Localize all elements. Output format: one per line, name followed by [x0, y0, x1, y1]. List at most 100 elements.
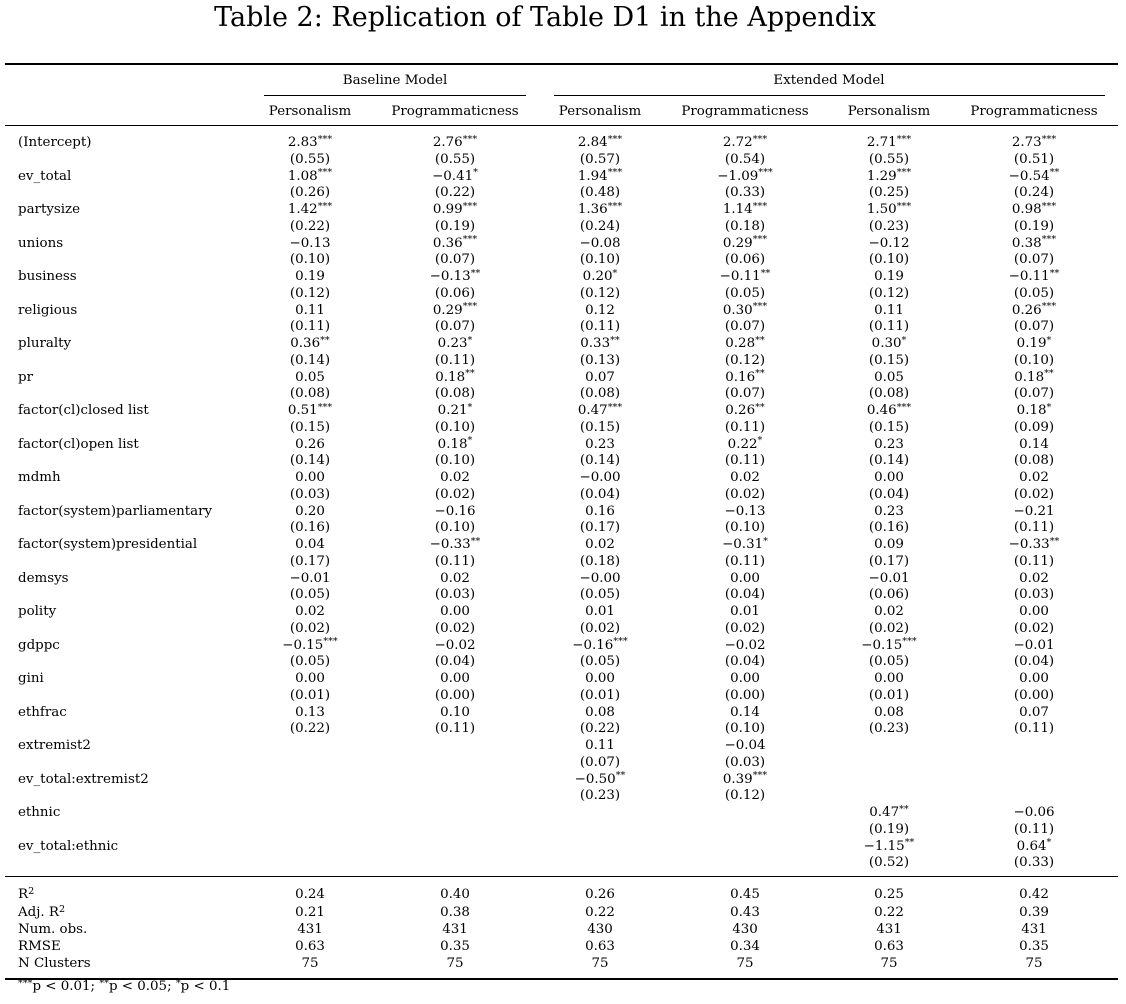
coefficient-value: 0.00: [730, 671, 760, 686]
stat-label: R2: [18, 886, 34, 904]
coefficient-value: 1.42: [287, 202, 318, 217]
row-label: (Intercept): [18, 135, 92, 150]
coefficient-value: 0.47: [869, 805, 900, 820]
coefficient-value: 2.73: [1011, 135, 1042, 150]
standard-error-cell: (0.16): [289, 520, 331, 535]
coefficient-cell: −0.31*: [722, 535, 768, 554]
significance-stars: ***: [462, 234, 478, 246]
standard-error-cell: (0.08): [579, 386, 621, 401]
coefficient-cell: 0.18*: [1017, 402, 1052, 420]
stat-value-cell: 0.35: [440, 939, 470, 954]
standard-error-cell: (0.10): [579, 252, 621, 267]
significance-stars: *: [467, 334, 473, 346]
column-header-1: Personalism: [268, 104, 352, 119]
standard-error-cell: (0.24): [1013, 185, 1055, 200]
standard-error-cell: (0.17): [289, 553, 331, 569]
standard-error-cell: (0.17): [579, 520, 621, 535]
standard-error-cell: (0.11): [724, 419, 766, 435]
coefficient-cell: 0.00: [874, 470, 904, 486]
standard-error-cell: (0.06): [434, 285, 476, 301]
coefficient-cell: 0.23: [585, 437, 615, 453]
coefficient-value: 0.28: [725, 336, 756, 351]
stat-value-cell: 0.22: [585, 905, 615, 920]
significance-stars: *: [1046, 837, 1052, 849]
coefficient-value: 0.36: [290, 336, 321, 351]
coefficient-value: 0.22: [727, 436, 758, 452]
standard-error-cell: (0.25): [868, 185, 910, 200]
stat-value-cell: 0.45: [730, 887, 760, 902]
footnote-stars: **: [99, 977, 109, 989]
coefficient-cell: 0.26***: [1012, 301, 1057, 320]
coefficient-value: 1.14: [722, 202, 753, 217]
standard-error-cell: (0.05): [868, 654, 910, 669]
standard-error-cell: (0.11): [1013, 553, 1055, 569]
stat-value-cell: 75: [736, 956, 754, 971]
coefficient-cell: 0.16**: [725, 368, 764, 387]
standard-error-cell: (0.05): [1013, 285, 1055, 301]
significance-stars: ***: [758, 167, 773, 179]
coefficient-value: 0.23: [874, 436, 904, 452]
significance-stars: *: [467, 435, 473, 447]
row-label: factor(system)presidential: [18, 537, 198, 552]
coefficient-cell: 0.00: [440, 604, 470, 620]
standard-error-cell: (0.48): [579, 185, 621, 200]
standard-error-cell: (0.04): [579, 486, 621, 502]
standard-error-cell: (0.55): [434, 151, 476, 167]
significance-stars: ***: [896, 200, 912, 212]
standard-error-cell: (0.07): [1013, 252, 1055, 267]
coefficient-value: 0.19: [874, 269, 904, 284]
row-label: ev_total:ethnic: [18, 838, 119, 854]
standard-error-cell: (0.33): [724, 185, 766, 200]
coefficient-cell: 0.00: [730, 671, 760, 687]
coefficient-value: 0.16: [725, 369, 756, 385]
coefficient-cell: −0.15***: [861, 636, 916, 655]
standard-error-cell: (0.10): [724, 721, 766, 736]
coefficient-cell: 0.18*: [438, 435, 473, 454]
standard-error-cell: (0.04): [724, 654, 766, 669]
standard-error-cell: (0.05): [724, 285, 766, 301]
row-label: extremist2: [18, 738, 91, 753]
coefficient-value: 0.00: [440, 604, 470, 619]
standard-error-cell: (0.19): [434, 218, 476, 234]
significance-stars: ***: [607, 200, 623, 212]
standard-error-cell: (0.12): [724, 352, 766, 368]
standard-error-cell: (0.33): [1013, 855, 1055, 870]
coefficient-cell: 0.47**: [869, 804, 908, 822]
coefficient-cell: −0.16***: [572, 636, 628, 655]
coefficient-cell: 0.14: [1019, 437, 1049, 453]
standard-error-cell: (0.18): [724, 218, 766, 234]
significance-stars: **: [470, 535, 481, 547]
standard-error-cell: (0.03): [724, 754, 766, 770]
coefficient-value: 0.05: [874, 369, 904, 385]
coefficient-value: −0.16: [434, 503, 476, 519]
coefficient-value: 0.00: [874, 671, 904, 686]
standard-error-cell: (0.57): [579, 151, 621, 167]
significance-stars: ***: [613, 636, 628, 648]
coefficient-cell: −0.13**: [430, 268, 481, 286]
coefficient-cell: −0.08: [579, 236, 620, 252]
significance-stars: ***: [1041, 301, 1057, 313]
coefficient-value: 0.46: [866, 403, 897, 418]
standard-error-cell: (0.14): [289, 453, 331, 468]
coefficient-cell: 0.23*: [438, 334, 473, 353]
coefficient-value: −0.02: [724, 637, 766, 653]
coefficient-cell: 0.01: [730, 604, 760, 620]
standard-error-cell: (0.12): [724, 788, 766, 803]
coefficient-value: 0.38: [1011, 235, 1042, 251]
row-label: ethnic: [18, 805, 61, 820]
significance-stars: *: [467, 401, 473, 413]
significance-stars: **: [755, 401, 765, 413]
standard-error-cell: (0.54): [724, 151, 766, 167]
coefficient-cell: 0.00: [585, 671, 615, 687]
coefficient-value: 0.00: [440, 671, 470, 686]
standard-error-cell: (0.08): [289, 386, 331, 401]
bottom-rule: [5, 978, 1118, 980]
significance-stars: *: [763, 535, 768, 547]
coefficient-cell: 0.99***: [433, 201, 477, 219]
footnote-text: p < 0.1: [180, 979, 231, 994]
stat-label-text: Num. obs.: [18, 922, 88, 937]
standard-error-cell: (0.06): [724, 252, 766, 267]
standard-error-cell: (0.19): [868, 821, 910, 837]
coefficient-cell: 0.10: [440, 705, 470, 721]
standard-error-cell: (0.14): [579, 453, 621, 468]
